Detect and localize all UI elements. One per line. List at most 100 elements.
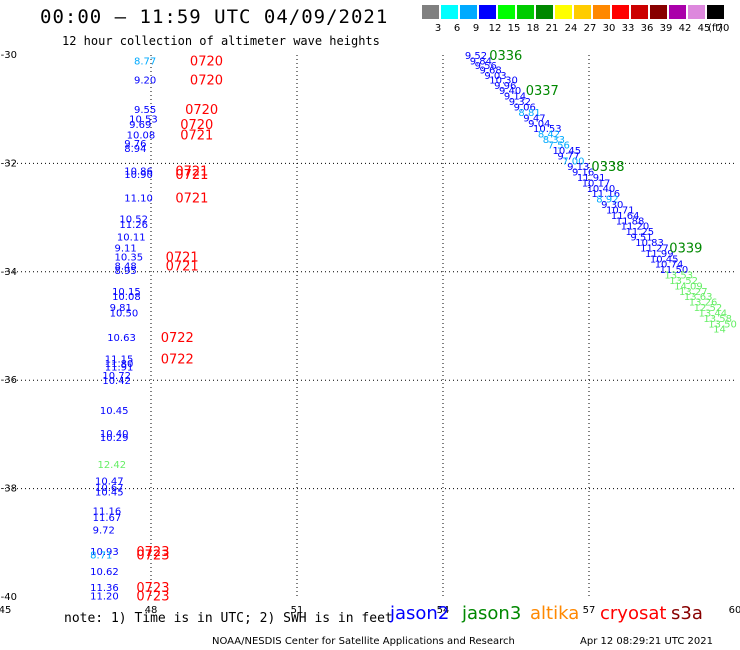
wave-height-label: 10.72	[102, 371, 131, 382]
color-scale-label: 9	[472, 23, 480, 34]
color-scale-label: 21	[545, 23, 559, 34]
wave-height-label: 9.13	[567, 162, 589, 173]
wave-height-label: 9.72	[93, 525, 115, 536]
color-scale-label: 36	[640, 23, 654, 34]
satellite-legend-cryosat: cryosat	[600, 603, 667, 624]
wave-height-label: 13.52	[669, 276, 698, 287]
wave-height-label: 8.71	[90, 551, 112, 562]
wave-height-label: 11.91	[105, 363, 134, 374]
footer-note: note: 1) Time is in UTC; 2) SWH is in fe…	[64, 611, 393, 626]
wave-height-label: 10.40	[100, 429, 129, 440]
wave-height-label: 9.81	[110, 303, 132, 314]
color-scale-swatch	[593, 5, 610, 19]
y-tick-label: -36	[1, 375, 17, 386]
color-scale-label: 15	[507, 23, 521, 34]
pass-time-label: 0721	[166, 259, 199, 274]
wave-height-label: 9.32	[509, 97, 531, 108]
pass-time-label: 0720	[185, 103, 218, 118]
wave-height-label: 10.35	[115, 253, 144, 264]
color-scale-swatch	[631, 5, 648, 19]
wave-height-label: 11.91	[577, 173, 606, 184]
wave-height-label: 10.86	[124, 166, 153, 177]
wave-height-label: 11.10	[124, 194, 153, 205]
wave-height-label: 9.68	[480, 66, 502, 77]
wave-height-label: 11.25	[626, 227, 655, 238]
wave-height-label: 11.88	[616, 216, 645, 227]
x-tick-label: 60	[729, 605, 740, 616]
wave-height-label: 9.40	[499, 86, 521, 97]
wave-height-label: 12.52	[694, 303, 723, 314]
color-scale-swatch	[612, 5, 629, 19]
y-tick-label: -38	[1, 484, 17, 495]
wave-height-label: 10.15	[112, 287, 141, 298]
satellite-legend-jason2: jason2	[390, 603, 450, 624]
color-scale-swatch	[574, 5, 591, 19]
wave-height-label: 10.71	[606, 205, 635, 216]
color-scale-label: 42	[678, 23, 692, 34]
color-scale-swatch	[479, 5, 496, 19]
wave-height-label: 9.04	[528, 119, 550, 130]
pass-time-label: 0720	[190, 54, 223, 69]
wave-height-label: 10.90	[124, 170, 153, 181]
color-scale-swatch	[688, 5, 705, 19]
color-scale-label: 70	[716, 23, 730, 34]
wave-height-label: 9.84	[470, 56, 492, 67]
color-scale-label: 18	[526, 23, 540, 34]
wave-height-label: 9.14	[504, 92, 526, 103]
pass-time-label: 0723	[136, 581, 169, 596]
wave-height-label: 9.55	[134, 105, 156, 116]
pass-time-label: 0723	[136, 589, 169, 604]
wave-height-label: 7.56	[548, 140, 570, 151]
wave-height-label: 11.36	[90, 583, 119, 594]
wave-height-label: 9.96	[494, 81, 516, 92]
y-tick-label: -30	[1, 50, 17, 61]
wave-height-label: 13.58	[703, 314, 732, 325]
wave-height-label: 13.50	[708, 319, 737, 330]
wave-height-label: 10.45	[100, 406, 129, 417]
pass-time-label: 0336	[489, 49, 522, 64]
chart-subtitle: 12 hour collection of altimeter wave hei…	[62, 34, 380, 48]
color-scale-swatch	[536, 5, 553, 19]
wave-height-label: 10.62	[90, 567, 119, 578]
wave-height-label: 8.81	[518, 108, 540, 119]
wave-height-label: 10.53	[533, 124, 562, 135]
pass-time-label: 0338	[591, 160, 624, 175]
wave-height-label: 11.16	[93, 506, 122, 517]
wave-height-label: 10.30	[489, 75, 518, 86]
wave-height-label: 7.00	[562, 157, 584, 168]
wave-height-label: 8.48	[115, 261, 137, 272]
color-scale-label: 12	[488, 23, 502, 34]
wave-height-label: 11.64	[611, 211, 640, 222]
pass-time-label: 0723	[136, 549, 169, 564]
wave-height-label: 10.52	[119, 215, 148, 226]
color-scale-label: 33	[621, 23, 635, 34]
x-tick-label: 51	[291, 605, 304, 616]
color-scale-swatch	[517, 5, 534, 19]
x-tick-label: 45	[0, 605, 11, 616]
wave-height-label: 11.20	[90, 591, 119, 602]
footer-credit: NOAA/NESDIS Center for Satellite Applica…	[212, 636, 515, 647]
color-scale-unit: (ft)	[708, 23, 724, 34]
wave-height-label: 9.76	[124, 139, 146, 150]
wave-height-label: 8.77	[134, 56, 156, 67]
wave-height-label: 10.53	[129, 114, 158, 125]
wave-height-label: 13.26	[689, 298, 718, 309]
wave-height-label: 10.93	[90, 547, 119, 558]
color-scale-swatch	[460, 5, 477, 19]
wave-height-label: 10.45	[650, 254, 679, 265]
color-scale-label: 6	[453, 23, 461, 34]
pass-time-label: 0337	[526, 84, 559, 99]
wave-height-label: 10.08	[127, 131, 156, 142]
color-scale-label: 3	[434, 23, 442, 34]
wave-height-label: 9.16	[572, 168, 594, 179]
x-tick-label: 57	[583, 605, 596, 616]
pass-time-label: 0721	[175, 168, 208, 183]
wave-height-label: 13.53	[664, 271, 693, 282]
pass-time-label: 0720	[180, 118, 213, 133]
satellite-legend-s3a: s3a	[671, 603, 703, 624]
wave-height-label: 9.11	[115, 243, 137, 254]
y-tick-label: -32	[1, 158, 17, 169]
wave-height-label: 8.95	[115, 266, 137, 277]
wave-height-label: 10.45	[553, 146, 582, 157]
